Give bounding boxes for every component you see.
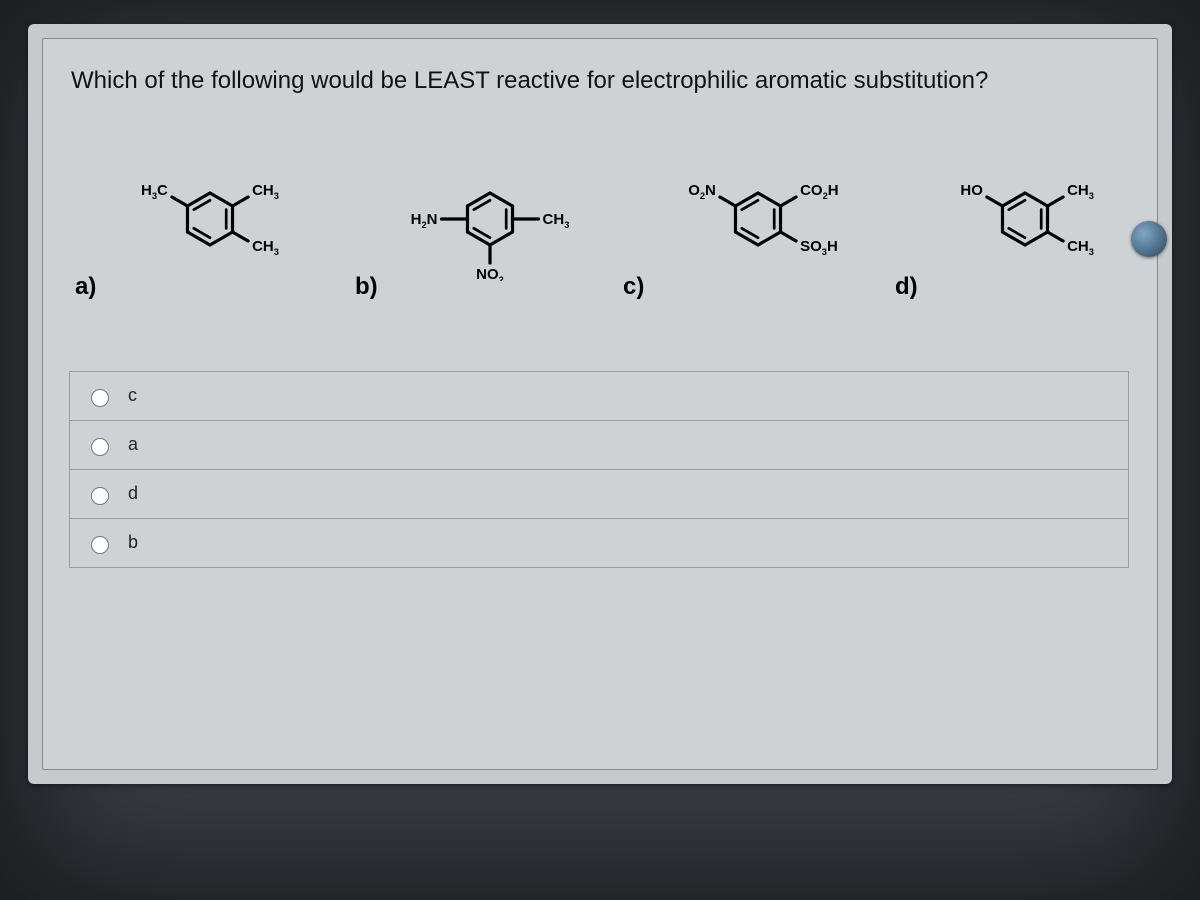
- option-c-label: c): [623, 273, 644, 301]
- answer-label-a: a: [128, 434, 138, 454]
- answer-label-b: b: [128, 532, 138, 552]
- svg-text:CH3: CH3: [1067, 182, 1094, 201]
- svg-text:NO2: NO2: [476, 266, 504, 281]
- option-c: c) O2N CO2H SO3H: [623, 171, 893, 301]
- svg-text:CH3: CH3: [252, 182, 279, 201]
- question-text: Which of the following would be LEAST re…: [71, 65, 1137, 97]
- screenshot-card: Which of the following would be LEAST re…: [28, 24, 1172, 784]
- svg-text:CH3: CH3: [1067, 238, 1094, 257]
- option-a: a) H3C CH3 CH3: [75, 171, 345, 301]
- structures-row: a) H3C CH3 CH3 b) H2N CH3 NO2 c) O2N CO2H SO3H…: [63, 171, 1155, 301]
- answer-row-b: b: [70, 519, 1129, 568]
- option-b: b) H2N CH3 NO2: [355, 171, 615, 301]
- answer-row-a: a: [70, 421, 1129, 470]
- option-d-label: d): [895, 273, 918, 301]
- structure-c: O2N CO2H SO3H: [623, 171, 893, 281]
- structure-d: HO CH3 CH3: [895, 171, 1147, 281]
- answer-choices: c a d b: [69, 371, 1129, 568]
- svg-text:HO: HO: [960, 182, 983, 199]
- svg-text:O2N: O2N: [688, 182, 716, 201]
- radio-c[interactable]: [91, 389, 109, 407]
- radio-b[interactable]: [91, 536, 109, 554]
- svg-text:CH3: CH3: [252, 238, 279, 257]
- question-card: Which of the following would be LEAST re…: [42, 38, 1158, 770]
- radio-a[interactable]: [91, 438, 109, 456]
- answer-row-d: d: [70, 470, 1129, 519]
- svg-text:H2N: H2N: [411, 211, 438, 230]
- svg-text:SO3H: SO3H: [800, 238, 838, 257]
- radio-d[interactable]: [91, 487, 109, 505]
- svg-text:H3C: H3C: [141, 182, 168, 201]
- svg-text:CO2H: CO2H: [800, 182, 839, 201]
- answer-row-c: c: [70, 372, 1129, 421]
- answer-label-c: c: [128, 385, 137, 405]
- svg-text:CH3: CH3: [543, 211, 570, 230]
- option-d: d) HO CH3 CH3: [895, 171, 1147, 301]
- structure-b: H2N CH3 NO2: [355, 171, 615, 281]
- answer-label-d: d: [128, 483, 138, 503]
- option-b-label: b): [355, 273, 378, 301]
- decorative-dot: [1131, 221, 1167, 257]
- structure-a: H3C CH3 CH3: [75, 171, 345, 281]
- option-a-label: a): [75, 273, 96, 301]
